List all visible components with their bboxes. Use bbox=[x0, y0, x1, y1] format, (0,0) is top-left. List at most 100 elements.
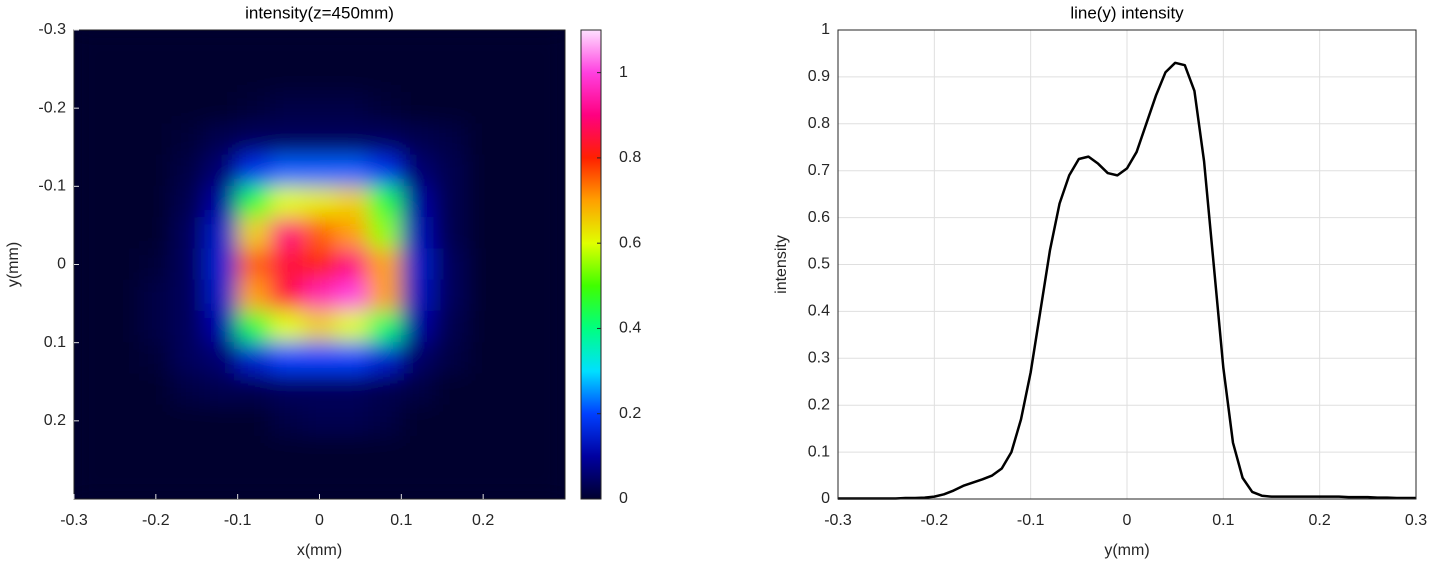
heatmap-cell bbox=[106, 92, 140, 125]
heatmap-cell bbox=[531, 154, 565, 187]
heatmap-cell bbox=[106, 342, 140, 375]
heatmap-cell bbox=[138, 404, 173, 437]
x-axis-label: y(mm) bbox=[1104, 542, 1149, 559]
heatmap-area bbox=[74, 30, 565, 499]
heatmap-cell bbox=[531, 435, 565, 469]
heatmap-cell bbox=[531, 279, 565, 312]
heatmap-cell bbox=[138, 373, 173, 406]
heatmap-cell bbox=[171, 123, 206, 156]
heatmap-cell bbox=[237, 248, 271, 281]
heatmap-cell bbox=[74, 373, 108, 406]
heatmap-cell bbox=[269, 435, 304, 469]
y-axis-label: intensity bbox=[773, 235, 790, 294]
heatmap-cell bbox=[335, 30, 370, 62]
heatmap-cell bbox=[138, 310, 173, 344]
heatmap-cell bbox=[499, 279, 533, 312]
heatmap-cell bbox=[335, 248, 370, 281]
heatmap-cell bbox=[335, 92, 370, 125]
x-tick-label: 0 bbox=[315, 512, 324, 529]
heatmap-cell bbox=[335, 435, 370, 469]
heatmap-cell bbox=[466, 154, 501, 187]
heatmap-cell bbox=[400, 123, 435, 156]
heatmap-cell bbox=[74, 310, 108, 344]
heatmap-cell bbox=[204, 373, 239, 406]
heatmap-cell bbox=[138, 30, 173, 62]
heatmap-cell bbox=[368, 404, 402, 437]
heatmap-cell bbox=[237, 217, 271, 250]
x-tick-label: 0.2 bbox=[1309, 512, 1331, 529]
heatmap-cell bbox=[269, 60, 304, 94]
x-tick-label: 0.1 bbox=[1212, 512, 1234, 529]
heatmap-cell bbox=[74, 30, 108, 62]
heatmap-cell bbox=[302, 60, 337, 94]
heatmap-cell bbox=[466, 342, 501, 375]
heatmap-cell bbox=[106, 123, 140, 156]
heatmap-cell bbox=[531, 30, 565, 62]
heatmap-cell bbox=[138, 92, 173, 125]
heatmap-cell bbox=[499, 310, 533, 344]
heatmap-cell bbox=[302, 217, 337, 250]
heatmap-cell bbox=[204, 435, 239, 469]
heatmap-cell bbox=[531, 404, 565, 437]
heatmap-cell bbox=[302, 248, 337, 281]
heatmap-cell bbox=[433, 123, 468, 156]
heatmap-cell bbox=[531, 123, 565, 156]
heatmap-cell bbox=[335, 404, 370, 437]
heatmap-cell bbox=[171, 248, 206, 281]
heatmap-cell bbox=[499, 30, 533, 62]
heatmap-cell bbox=[400, 404, 435, 437]
y-tick-label: -0.2 bbox=[38, 99, 66, 116]
x-axis-label: x(mm) bbox=[297, 542, 342, 559]
heatmap-cell bbox=[335, 279, 370, 312]
y-tick-label: 0.9 bbox=[808, 68, 830, 85]
heatmap-cell bbox=[400, 435, 435, 469]
heatmap-cell bbox=[466, 123, 501, 156]
y-tick-label: 0.1 bbox=[808, 443, 830, 460]
x-tick-label: 0 bbox=[1123, 512, 1132, 529]
heatmap-cell bbox=[531, 342, 565, 375]
colorbar-tick-label: 0.4 bbox=[619, 320, 641, 337]
y-tick-label: 0.8 bbox=[808, 115, 830, 132]
heatmap-cell bbox=[204, 185, 239, 219]
heatmap-cell bbox=[106, 404, 140, 437]
heatmap-cell bbox=[466, 467, 501, 499]
heatmap-cell bbox=[269, 248, 304, 281]
heatmap-cell bbox=[433, 373, 468, 406]
heatmap-cell bbox=[368, 217, 402, 250]
heatmap-cell bbox=[204, 123, 239, 156]
heatmap-cell bbox=[171, 279, 206, 312]
heatmap-cell bbox=[138, 342, 173, 375]
heatmap-cell bbox=[106, 30, 140, 62]
heatmap-cell bbox=[466, 404, 501, 437]
heatmap-cell bbox=[171, 342, 206, 375]
heatmap-cell bbox=[269, 404, 304, 437]
y-tick-label: -0.1 bbox=[38, 178, 66, 195]
heatmap-cell bbox=[499, 185, 533, 219]
heatmap-cell bbox=[204, 467, 239, 499]
heatmap-cell bbox=[433, 310, 468, 344]
heatmap-cell bbox=[138, 154, 173, 187]
x-tick-label: -0.1 bbox=[224, 512, 252, 529]
y-tick-label: 1 bbox=[821, 21, 830, 38]
y-tick-label: 0 bbox=[57, 256, 66, 273]
heatmap-cell bbox=[368, 30, 402, 62]
heatmap-cell bbox=[106, 248, 140, 281]
heatmap-cell bbox=[204, 60, 239, 94]
heatmap-cell bbox=[237, 30, 271, 62]
heatmap-cell bbox=[433, 185, 468, 219]
heatmap-cell bbox=[237, 373, 271, 406]
heatmap-cell bbox=[433, 279, 468, 312]
heatmap-cell bbox=[74, 279, 108, 312]
x-tick-label: -0.1 bbox=[1017, 512, 1045, 529]
chart-title: intensity(z=450mm) bbox=[245, 3, 394, 22]
plot-frame bbox=[837, 29, 1417, 500]
heatmap-cell bbox=[138, 60, 173, 94]
heatmap-cell bbox=[204, 154, 239, 187]
heatmap-cell bbox=[368, 435, 402, 469]
heatmap-cell bbox=[171, 373, 206, 406]
heatmap-cell bbox=[531, 60, 565, 94]
colorbar-tick-label: 0 bbox=[619, 490, 628, 507]
heatmap-cell bbox=[204, 279, 239, 312]
